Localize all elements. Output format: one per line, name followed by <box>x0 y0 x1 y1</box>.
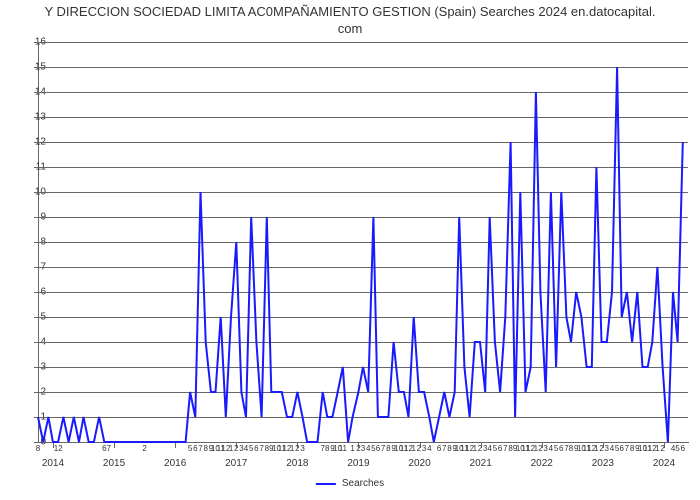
x-minor-label: 7 <box>625 444 629 453</box>
x-minor-label: 8 <box>630 444 634 453</box>
x-minor-label: 12 <box>54 444 63 453</box>
x-minor-label: 7 <box>442 444 446 453</box>
x-year-label: 2017 <box>225 458 247 469</box>
x-minor-label: 2 <box>142 444 146 453</box>
x-minor-label: 1 <box>350 444 354 453</box>
x-minor-label: 8 <box>325 444 329 453</box>
x-minor-label: 2 <box>538 444 542 453</box>
x-minor-label: 4 <box>549 444 553 453</box>
x-minor-label: 7 <box>107 444 111 453</box>
x-year-label: 2014 <box>42 458 64 469</box>
x-minor-label: 4 <box>427 444 431 453</box>
legend-label: Searches <box>342 478 384 489</box>
x-minor-label: 1 <box>290 444 294 453</box>
x-year-label: 2024 <box>653 458 675 469</box>
x-minor-label: 5 <box>554 444 558 453</box>
legend: Searches <box>316 478 384 489</box>
x-minor-label: 2 <box>234 444 238 453</box>
line-series <box>38 42 688 442</box>
x-minor-label: 8 <box>386 444 390 453</box>
x-minor-label: 6 <box>681 444 685 453</box>
x-minor-label: 7 <box>259 444 263 453</box>
x-minor-label: 3 <box>361 444 365 453</box>
x-minor-label: 1 <box>229 444 233 453</box>
x-minor-label: 1 <box>411 444 415 453</box>
x-minor-label: 3 <box>422 444 426 453</box>
title-line2: com <box>338 21 363 36</box>
x-year-label: 2016 <box>164 458 186 469</box>
x-minor-label: 6 <box>376 444 380 453</box>
legend-swatch <box>316 483 336 485</box>
x-minor-label: 6 <box>254 444 258 453</box>
x-minor-label: 1 <box>655 444 659 453</box>
x-year-label: 2020 <box>408 458 430 469</box>
x-minor-label: 8 <box>569 444 573 453</box>
x-minor-label: 2 <box>478 444 482 453</box>
chart-container: Y DIRECCION SOCIEDAD LIMITA AC0MPAÑAMIEN… <box>0 0 700 500</box>
x-minor-label: 2 <box>417 444 421 453</box>
chart-title: Y DIRECCION SOCIEDAD LIMITA AC0MPAÑAMIEN… <box>0 4 700 38</box>
x-minor-label: 11 <box>339 444 347 453</box>
x-year-label: 2021 <box>470 458 492 469</box>
x-minor-label: 1 <box>473 444 477 453</box>
x-minor-label: 4 <box>488 444 492 453</box>
x-minor-label: 6 <box>193 444 197 453</box>
x-minor-label: 3 <box>605 444 609 453</box>
x-minor-label: 8 <box>203 444 207 453</box>
title-line1: Y DIRECCION SOCIEDAD LIMITA AC0MPAÑAMIEN… <box>45 4 656 19</box>
x-minor-label: 8 <box>447 444 451 453</box>
x-minor-label: 7 <box>503 444 507 453</box>
x-minor-label: 2 <box>660 444 664 453</box>
x-year-label: 2015 <box>103 458 125 469</box>
x-year-label: 2023 <box>592 458 614 469</box>
x-minor-label: 4 <box>244 444 248 453</box>
x-minor-label: 4 <box>366 444 370 453</box>
x-minor-label: 6 <box>559 444 563 453</box>
x-minor-label: 5 <box>188 444 192 453</box>
x-minor-label: 5 <box>675 444 679 453</box>
x-minor-label: 2 <box>295 444 299 453</box>
y-tick-mark <box>34 442 38 443</box>
x-minor-label: 3 <box>543 444 547 453</box>
x-minor-label: 4 <box>610 444 614 453</box>
x-minor-label: 3 <box>300 444 304 453</box>
x-year-label: 2019 <box>347 458 369 469</box>
x-year-label: 2022 <box>531 458 553 469</box>
x-year-label: 2018 <box>286 458 308 469</box>
x-minor-label: 6 <box>619 444 623 453</box>
x-minor-label: 8 <box>36 444 40 453</box>
x-minor-label: 5 <box>493 444 497 453</box>
x-minor-label: 1 <box>594 444 598 453</box>
x-minor-label: 7 <box>381 444 385 453</box>
x-minor-label: 5 <box>249 444 253 453</box>
x-minor-label: 6 <box>437 444 441 453</box>
x-minor-label: 2 <box>599 444 603 453</box>
x-minor-label: 6 <box>498 444 502 453</box>
x-minor-label: 7 <box>198 444 202 453</box>
